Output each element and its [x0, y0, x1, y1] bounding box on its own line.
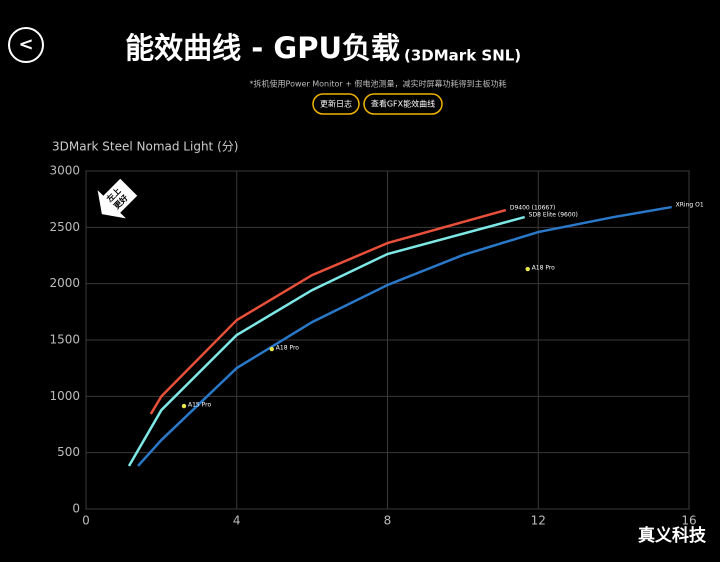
- point-label: A18 Pro: [532, 265, 555, 272]
- point-label: A18 Pro: [276, 345, 299, 352]
- title-suffix: (3DMark SNL): [404, 47, 521, 65]
- x-tick-label: 0: [82, 514, 90, 528]
- y-tick-label: 1000: [49, 389, 80, 403]
- y-tick-label: 2000: [49, 276, 80, 290]
- x-tick-label: 16: [681, 514, 696, 528]
- button[interactable]: [363, 93, 443, 115]
- y-tick-label: 500: [57, 445, 80, 459]
- point: [269, 346, 274, 352]
- button[interactable]: [312, 93, 360, 115]
- watermark: 真义科技: [638, 525, 707, 546]
- x-tick-label: 4: [233, 514, 241, 528]
- plot: 0 500 1000 1500 2000 2500 3000 0 4 8 12 16 D9400 (10…: [49, 164, 703, 528]
- point: [525, 266, 530, 272]
- back-icon[interactable]: <: [18, 34, 33, 55]
- series-line: [149, 208, 507, 415]
- button-label[interactable]: 查看GFX能效曲线: [371, 99, 435, 109]
- y-tick-label: 1500: [49, 333, 80, 347]
- note: *拆机使用Power Monitor + 假电池测量，减实时屏幕功耗得到主板功耗: [250, 79, 507, 89]
- series-line: [127, 215, 526, 467]
- y-tick-label: 3000: [49, 164, 80, 178]
- y-axis-label: 3DMark Steel Nomad Light (分): [52, 140, 238, 154]
- x-tick-label: 8: [384, 514, 392, 528]
- title: 能效曲线 - GPU负载: [125, 31, 400, 65]
- series-label: D9400 (10667): [510, 205, 556, 212]
- y-tick-label: 2500: [49, 220, 80, 234]
- series-label: SD8 Elite (9600): [529, 212, 578, 219]
- series-label: XRing O1: [676, 202, 704, 209]
- badge-arrow: [97, 178, 138, 219]
- button-label[interactable]: 更新日志: [320, 99, 352, 109]
- point-label: A15 Pro: [188, 402, 211, 409]
- x-tick-label: 12: [531, 514, 546, 528]
- back-button[interactable]: [8, 27, 44, 63]
- point: [181, 403, 187, 409]
- y-tick-label: 0: [72, 502, 80, 516]
- series-line: [137, 205, 672, 467]
